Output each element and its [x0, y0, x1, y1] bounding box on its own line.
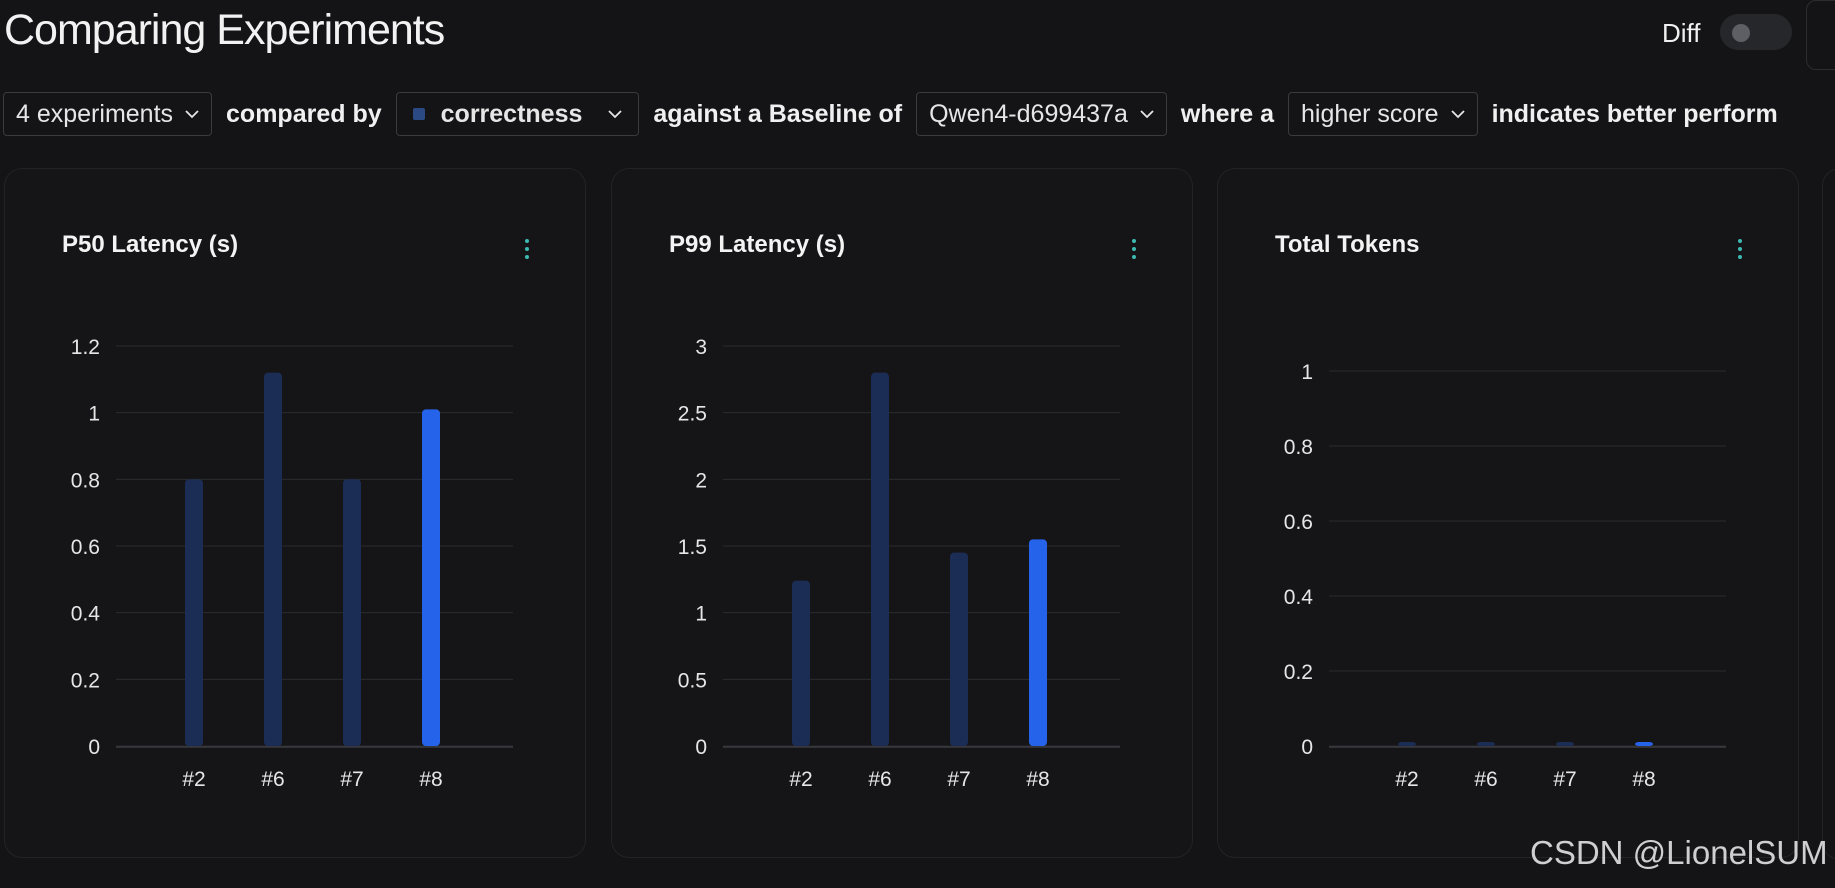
chart-card-p99-latency: P99 Latency (s) 0 0.5 1 1.5 2 2.5 3 #2 #6 #7 #8	[611, 168, 1193, 858]
direction-select[interactable]: higher score	[1287, 92, 1478, 136]
y-tick-label: 1	[1301, 361, 1313, 384]
y-tick-label: 2	[695, 469, 707, 492]
chevron-down-icon	[1450, 110, 1465, 119]
chart-title: Total Tokens	[1275, 231, 1420, 258]
indicates-text: indicates better perform	[1491, 99, 1778, 128]
metric-color-swatch-icon	[412, 108, 425, 120]
y-tick-label: 2.5	[678, 403, 707, 426]
bar[interactable]	[1477, 742, 1495, 746]
bar[interactable]	[264, 372, 282, 746]
bar[interactable]	[792, 580, 810, 746]
chart-card-total-tokens: Total Tokens 0 0.2 0.4 0.6 0.8 1 #2 #6 #7 #8	[1217, 168, 1799, 858]
y-tick-label: 3	[695, 336, 707, 359]
x-tick-label: #2	[1395, 768, 1418, 791]
baseline-text: against a Baseline of	[653, 99, 903, 128]
x-tick-label: #2	[182, 768, 205, 791]
chevron-down-icon	[608, 110, 623, 119]
x-tick-label: #2	[789, 768, 812, 791]
y-tick-label: 0.6	[71, 536, 100, 559]
total-tokens-chart: 0 0.2 0.4 0.6 0.8 1 #2 #6 #7 #8	[1284, 361, 1726, 791]
y-tick-label: 1	[695, 603, 707, 626]
y-tick-label: 0.5	[678, 669, 707, 692]
y-tick-label: 0	[1301, 736, 1313, 759]
y-tick-label: 0	[695, 736, 707, 759]
watermark: CSDN @LionelSUM	[1530, 834, 1828, 871]
experiments-select-value: 4 experiments	[16, 99, 174, 128]
bar[interactable]	[950, 552, 968, 746]
diff-toggle[interactable]	[1720, 14, 1792, 50]
metric-select-value: correctness	[440, 99, 583, 128]
bar[interactable]	[1635, 742, 1653, 746]
more-options-icon[interactable]	[522, 239, 532, 267]
p50-latency-chart: 0 0.2 0.4 0.6 0.8 1 1.2 #2 #6 #7 #8	[71, 336, 513, 791]
p99-latency-chart: 0 0.5 1 1.5 2 2.5 3 #2 #6 #7 #8	[678, 336, 1120, 791]
diff-toggle-label: Diff	[1662, 18, 1701, 48]
chevron-down-icon	[185, 110, 199, 119]
next-chart-card-edge	[1822, 168, 1835, 860]
bar[interactable]	[871, 372, 889, 746]
y-tick-label: 0.8	[71, 469, 100, 492]
x-tick-label: #7	[1553, 768, 1576, 791]
x-tick-label: #6	[1474, 768, 1497, 791]
x-tick-label: #6	[261, 768, 284, 791]
y-tick-label: 0.2	[1284, 661, 1313, 684]
baseline-select[interactable]: Qwen4-d699437a	[916, 92, 1167, 136]
where-text: where a	[1180, 99, 1274, 128]
top-right-panel-edge	[1806, 0, 1835, 70]
x-tick-label: #7	[340, 768, 363, 791]
more-options-icon[interactable]	[1735, 239, 1745, 267]
y-tick-label: 0.6	[1284, 511, 1313, 534]
chevron-down-icon	[1140, 110, 1154, 119]
metric-select[interactable]: correctness	[395, 92, 640, 136]
y-tick-label: 0	[88, 736, 100, 759]
compared-by-text: compared by	[226, 99, 382, 128]
bar[interactable]	[1029, 539, 1047, 746]
comparison-filter-bar: 4 experiments compared by correctness ag…	[3, 91, 1792, 137]
y-tick-label: 0.8	[1284, 436, 1313, 459]
y-tick-label: 1	[88, 403, 100, 426]
bar[interactable]	[185, 479, 203, 746]
page-title: Comparing Experiments	[4, 6, 445, 54]
x-tick-label: #7	[947, 768, 970, 791]
direction-select-value: higher score	[1300, 99, 1439, 128]
chart-title: P50 Latency (s)	[62, 231, 239, 258]
y-tick-label: 1.2	[71, 336, 100, 359]
chart-title: P99 Latency (s)	[669, 231, 846, 258]
x-tick-label: #8	[1632, 768, 1655, 791]
x-tick-label: #8	[1026, 768, 1049, 791]
y-tick-label: 0.4	[1284, 586, 1314, 609]
bar[interactable]	[1398, 742, 1416, 746]
diff-toggle-knob	[1732, 24, 1750, 42]
chart-card-p50-latency: P50 Latency (s) 0 0.2 0.4 0.6 0.8 1 1.2 #2 #6 #7 #…	[4, 168, 586, 858]
baseline-select-value: Qwen4-d699437a	[929, 99, 1128, 128]
bar[interactable]	[343, 479, 361, 746]
y-tick-label: 1.5	[678, 536, 707, 559]
x-tick-label: #6	[868, 768, 891, 791]
more-options-icon[interactable]	[1129, 239, 1139, 267]
bar[interactable]	[422, 409, 440, 746]
experiments-select[interactable]: 4 experiments	[3, 92, 213, 136]
x-tick-label: #8	[419, 768, 442, 791]
y-tick-label: 0.4	[71, 603, 101, 626]
bar[interactable]	[1556, 742, 1574, 746]
y-tick-label: 0.2	[71, 669, 100, 692]
